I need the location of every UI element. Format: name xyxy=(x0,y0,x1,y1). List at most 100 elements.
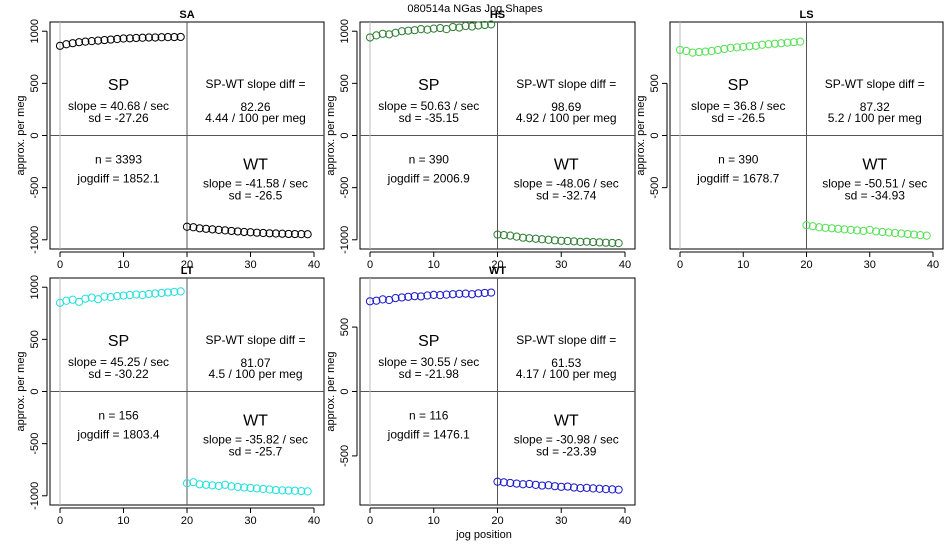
data-point xyxy=(303,230,312,239)
sp-sd: sd = -30.22 xyxy=(88,367,149,381)
wt-label: WT xyxy=(554,157,579,174)
x-tick-label: 30 xyxy=(555,515,567,527)
data-point xyxy=(100,292,109,301)
data-point xyxy=(827,224,836,233)
x-tick-label: 30 xyxy=(244,259,256,271)
wt-slope: slope = -50.51 / sec xyxy=(822,177,927,191)
y-tick-label: -1000 xyxy=(339,226,351,254)
data-point xyxy=(739,42,748,51)
y-tick-label: 1000 xyxy=(29,19,41,43)
sp-label: SP xyxy=(418,77,439,94)
wt-label: WT xyxy=(243,157,268,174)
panel-title: SA xyxy=(179,9,194,21)
data-point xyxy=(582,483,591,492)
data-point xyxy=(271,229,280,238)
x-tick-label: 40 xyxy=(619,515,631,527)
sp-sd: sd = -27.26 xyxy=(88,111,149,125)
diff-per: 4.92 / 100 per meg xyxy=(516,111,617,125)
sp-slope: slope = 40.68 / sec xyxy=(68,99,169,113)
x-tick-label: 20 xyxy=(491,259,503,271)
data-point xyxy=(423,291,432,300)
n-label: n = 156 xyxy=(98,409,139,423)
data-point xyxy=(461,289,470,298)
diff-per: 4.17 / 100 per meg xyxy=(516,367,617,381)
data-point xyxy=(563,236,572,246)
data-point xyxy=(227,226,236,236)
data-point xyxy=(853,226,862,235)
wt-slope: slope = -48.06 / sec xyxy=(514,177,619,191)
diff-value: 87.32 xyxy=(860,100,890,114)
data-point xyxy=(189,223,198,232)
sp-label: SP xyxy=(418,333,439,350)
x-tick-label: 20 xyxy=(181,259,193,271)
data-point xyxy=(563,482,572,491)
data-point xyxy=(544,481,553,490)
data-point xyxy=(94,36,103,45)
wt-label: WT xyxy=(862,157,887,174)
data-point xyxy=(557,482,566,491)
data-point xyxy=(569,237,579,246)
data-point xyxy=(62,40,71,49)
data-point xyxy=(808,222,817,231)
data-point xyxy=(132,33,141,43)
data-point xyxy=(916,230,925,240)
data-point xyxy=(391,294,400,303)
y-axis-label: approx. per meg xyxy=(635,95,647,175)
data-point xyxy=(284,229,293,239)
data-point xyxy=(416,292,426,301)
data-point xyxy=(195,480,204,489)
data-point xyxy=(214,225,223,234)
data-point xyxy=(252,484,261,493)
data-point xyxy=(859,226,868,236)
data-point xyxy=(397,27,406,36)
data-point xyxy=(732,43,742,52)
data-point xyxy=(385,30,394,39)
data-point xyxy=(246,228,255,237)
jogdiff-label: jogdiff = 2006.9 xyxy=(387,172,471,186)
data-point xyxy=(208,481,217,490)
x-tick-label: 10 xyxy=(428,515,440,527)
x-tick-label: 30 xyxy=(864,259,876,271)
data-point xyxy=(493,230,502,239)
diff-per: 5.2 / 100 per meg xyxy=(828,111,922,125)
x-tick-label: 20 xyxy=(800,259,812,271)
jogdiff-label: jogdiff = 1476.1 xyxy=(387,428,471,442)
data-point xyxy=(201,224,211,233)
data-point xyxy=(878,227,887,237)
x-tick-label: 10 xyxy=(117,259,129,271)
data-point xyxy=(576,237,585,246)
y-tick-label: 0 xyxy=(29,388,41,394)
data-point xyxy=(595,484,604,493)
x-tick-label: 0 xyxy=(57,259,63,271)
data-point xyxy=(608,485,617,494)
data-point xyxy=(796,37,805,46)
data-point xyxy=(569,483,579,492)
sp-slope: slope = 36.8 / sec xyxy=(691,99,785,113)
data-point xyxy=(461,21,470,31)
data-point xyxy=(550,482,559,491)
data-point xyxy=(442,290,451,299)
data-point xyxy=(233,482,242,492)
data-point xyxy=(410,26,419,35)
data-point xyxy=(271,485,280,495)
data-point xyxy=(550,236,559,245)
data-point xyxy=(252,228,261,237)
data-point xyxy=(404,26,413,35)
diff-value: 98.69 xyxy=(551,100,581,114)
data-point xyxy=(455,23,464,32)
y-tick-label: 1000 xyxy=(29,275,41,299)
n-label: n = 390 xyxy=(718,153,759,167)
data-point xyxy=(113,34,122,44)
data-point xyxy=(100,35,109,45)
data-point xyxy=(707,46,716,56)
x-tick-label: 20 xyxy=(181,515,193,527)
diff-title: SP-WT slope diff = xyxy=(516,333,616,347)
data-point xyxy=(480,288,489,298)
data-point xyxy=(62,296,71,305)
n-label: n = 116 xyxy=(409,409,449,423)
diff-per: 4.44 / 100 per meg xyxy=(205,111,306,125)
data-point xyxy=(278,486,287,495)
data-point xyxy=(170,287,179,297)
y-tick-label: 0 xyxy=(649,132,661,138)
data-point xyxy=(531,480,540,489)
